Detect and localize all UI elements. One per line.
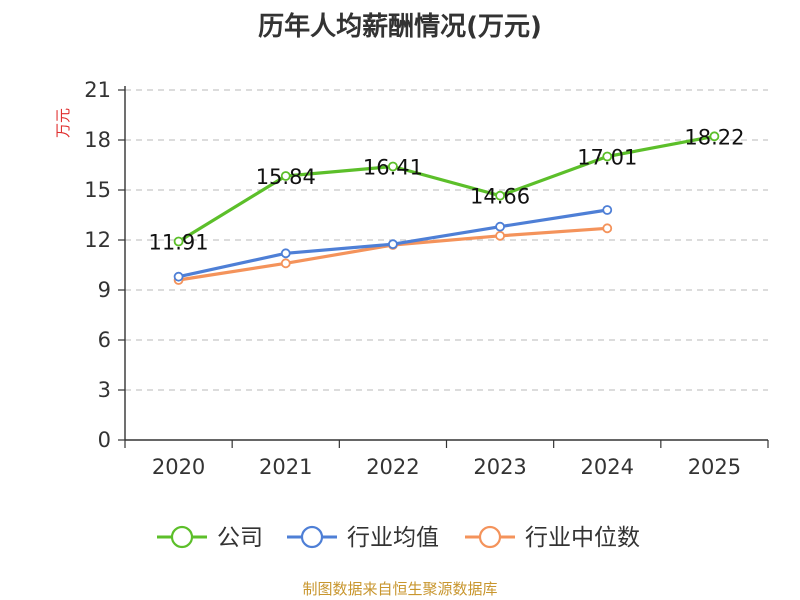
y-tick-label: 12	[84, 228, 111, 252]
data-point	[602, 151, 613, 162]
x-tick-label: 2024	[581, 455, 634, 479]
data-point	[280, 258, 291, 269]
data-point	[495, 221, 505, 232]
y-axis-title: 万元	[54, 108, 72, 138]
x-tick-label: 2025	[688, 455, 741, 479]
legend-label: 行业均值	[347, 525, 439, 551]
data-point	[495, 190, 505, 201]
axes: 0 3 6 9 12 15 18 21 2020 2021 2022 2023 2024 2025 万元	[54, 78, 769, 479]
x-tick-label: 2022	[366, 455, 419, 479]
series-line-0	[177, 134, 715, 243]
legend-label: 公司	[217, 525, 263, 551]
legend-marker	[170, 525, 194, 549]
data-label: 17.01	[577, 146, 637, 170]
data-point	[602, 223, 613, 234]
data-point	[280, 248, 291, 259]
x-tick-label: 2023	[473, 455, 526, 479]
data-point	[709, 131, 720, 142]
data-point	[495, 230, 505, 241]
data-point	[388, 239, 398, 250]
x-tick-label: 2021	[259, 455, 312, 479]
series-line-2	[178, 226, 608, 282]
legend: 公司 行业均值 行业中位数	[157, 525, 640, 551]
legend-label: 行业中位数	[525, 525, 640, 551]
data-label: 15.84	[256, 165, 316, 189]
data-point	[602, 205, 613, 215]
x-tick-label: 2020	[152, 455, 205, 479]
data-point	[388, 161, 398, 172]
source-note: 制图数据来自恒生聚源数据库	[302, 580, 498, 598]
y-tick-label: 6	[98, 328, 111, 352]
y-tick-label: 21	[84, 78, 111, 102]
data-point	[173, 236, 184, 247]
data-point	[280, 171, 291, 181]
y-tick-label: 18	[84, 128, 111, 152]
legend-marker	[478, 525, 502, 549]
data-labels: 11.91 15.84 16.41 14.66 17.01 18.22	[149, 125, 745, 254]
y-tick-label: 15	[84, 178, 111, 202]
y-tick-label: 0	[98, 428, 111, 452]
data-label: 14.66	[470, 185, 530, 209]
chart-title: 历年人均薪酬情况(万元)	[258, 12, 542, 42]
legend-marker	[300, 525, 324, 549]
y-tick-label: 9	[98, 278, 111, 302]
series-lines	[173, 131, 720, 285]
data-point	[173, 271, 184, 282]
data-label: 18.22	[684, 125, 744, 149]
data-label: 11.91	[149, 231, 209, 255]
y-tick-label: 3	[98, 378, 111, 402]
data-label: 16.41	[363, 156, 423, 180]
